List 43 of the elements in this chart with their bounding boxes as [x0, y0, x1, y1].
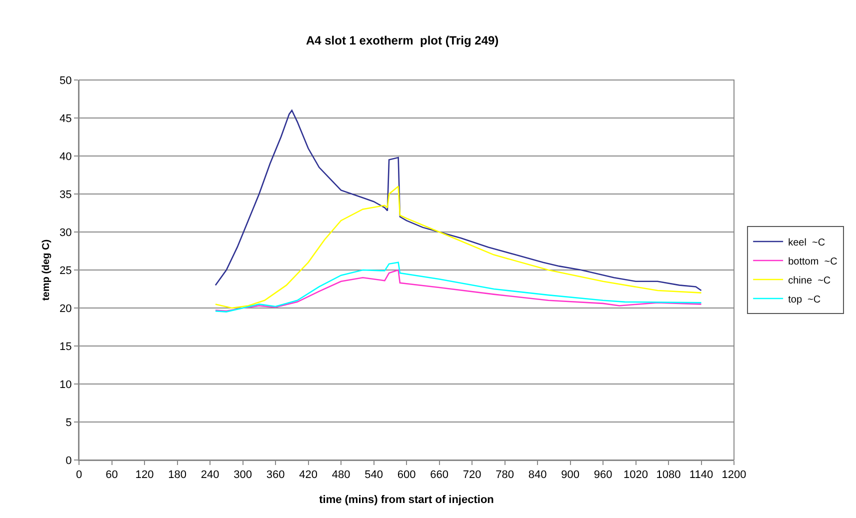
x-tick-label: 1080 [656, 469, 681, 482]
x-tick-label: 1140 [689, 469, 714, 482]
y-tick-label: 0 [66, 454, 72, 467]
line-series [214, 269, 702, 312]
x-tick-label: 480 [332, 469, 350, 482]
legend-label: keel ~C [788, 237, 826, 248]
x-tick-label: 540 [364, 469, 383, 482]
x-tick-label: 960 [594, 469, 612, 482]
legend-label: chine ~C [788, 275, 831, 286]
chart-title: A4 slot 1 exotherm plot (Trig 249) [306, 34, 499, 48]
x-tick-label: 240 [200, 469, 220, 482]
x-tick-label: 360 [266, 469, 285, 482]
y-tick-label: 5 [66, 416, 72, 429]
x-tick-label: 660 [430, 469, 448, 482]
x-tick-label: 0 [76, 469, 82, 482]
x-tick-label: 300 [234, 469, 252, 482]
y-tick-label: 30 [60, 226, 72, 239]
x-axis-title: time (mins) from start of injection [319, 494, 494, 506]
line-series [214, 186, 702, 309]
y-tick-label: 40 [60, 150, 72, 163]
x-tick-label: 840 [528, 469, 547, 482]
line-series [214, 262, 702, 312]
x-tick-label: 1200 [722, 469, 746, 482]
x-tick-label: 120 [135, 469, 154, 482]
x-tick-label: 180 [168, 469, 186, 482]
x-tick-label: 600 [397, 469, 416, 482]
x-tick-label: 60 [106, 469, 118, 482]
y-tick-label: 25 [60, 264, 72, 277]
legend-label: bottom ~C [788, 256, 838, 268]
y-tick-label: 45 [60, 112, 72, 125]
x-tick-label: 780 [496, 469, 514, 482]
legend-label: top ~C [788, 294, 821, 306]
y-tick-label: 20 [60, 302, 72, 315]
y-tick-label: 50 [60, 74, 72, 87]
y-axis-title: temp (deg C) [41, 239, 52, 301]
line-series [214, 110, 702, 292]
y-tick-label: 15 [60, 340, 72, 353]
y-tick-label: 10 [60, 378, 72, 391]
x-tick-label: 720 [462, 469, 482, 482]
y-tick-label: 35 [60, 188, 72, 201]
x-tick-label: 1020 [624, 469, 648, 482]
x-tick-label: 900 [561, 469, 580, 482]
x-tick-label: 420 [299, 469, 318, 482]
